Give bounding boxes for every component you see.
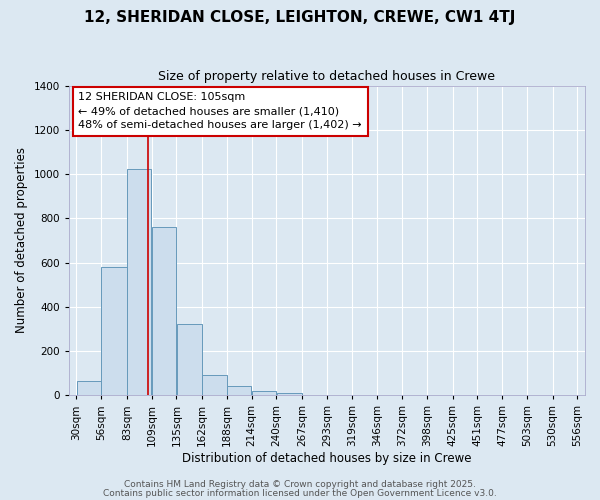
- Bar: [152, 227, 176, 396]
- Text: 12, SHERIDAN CLOSE, LEIGHTON, CREWE, CW1 4TJ: 12, SHERIDAN CLOSE, LEIGHTON, CREWE, CW1…: [85, 10, 515, 25]
- Bar: [77, 381, 101, 396]
- Bar: [202, 376, 227, 396]
- Text: Contains HM Land Registry data © Crown copyright and database right 2025.: Contains HM Land Registry data © Crown c…: [124, 480, 476, 489]
- Bar: [176, 324, 202, 396]
- Text: Contains public sector information licensed under the Open Government Licence v3: Contains public sector information licen…: [103, 488, 497, 498]
- Bar: [101, 267, 127, 396]
- X-axis label: Distribution of detached houses by size in Crewe: Distribution of detached houses by size …: [182, 452, 472, 465]
- Bar: [127, 168, 151, 396]
- Title: Size of property relative to detached houses in Crewe: Size of property relative to detached ho…: [158, 70, 496, 83]
- Y-axis label: Number of detached properties: Number of detached properties: [15, 148, 28, 334]
- Bar: [252, 391, 276, 396]
- Text: 12 SHERIDAN CLOSE: 105sqm
← 49% of detached houses are smaller (1,410)
48% of se: 12 SHERIDAN CLOSE: 105sqm ← 49% of detac…: [79, 92, 362, 130]
- Bar: [227, 386, 251, 396]
- Bar: [277, 393, 302, 396]
